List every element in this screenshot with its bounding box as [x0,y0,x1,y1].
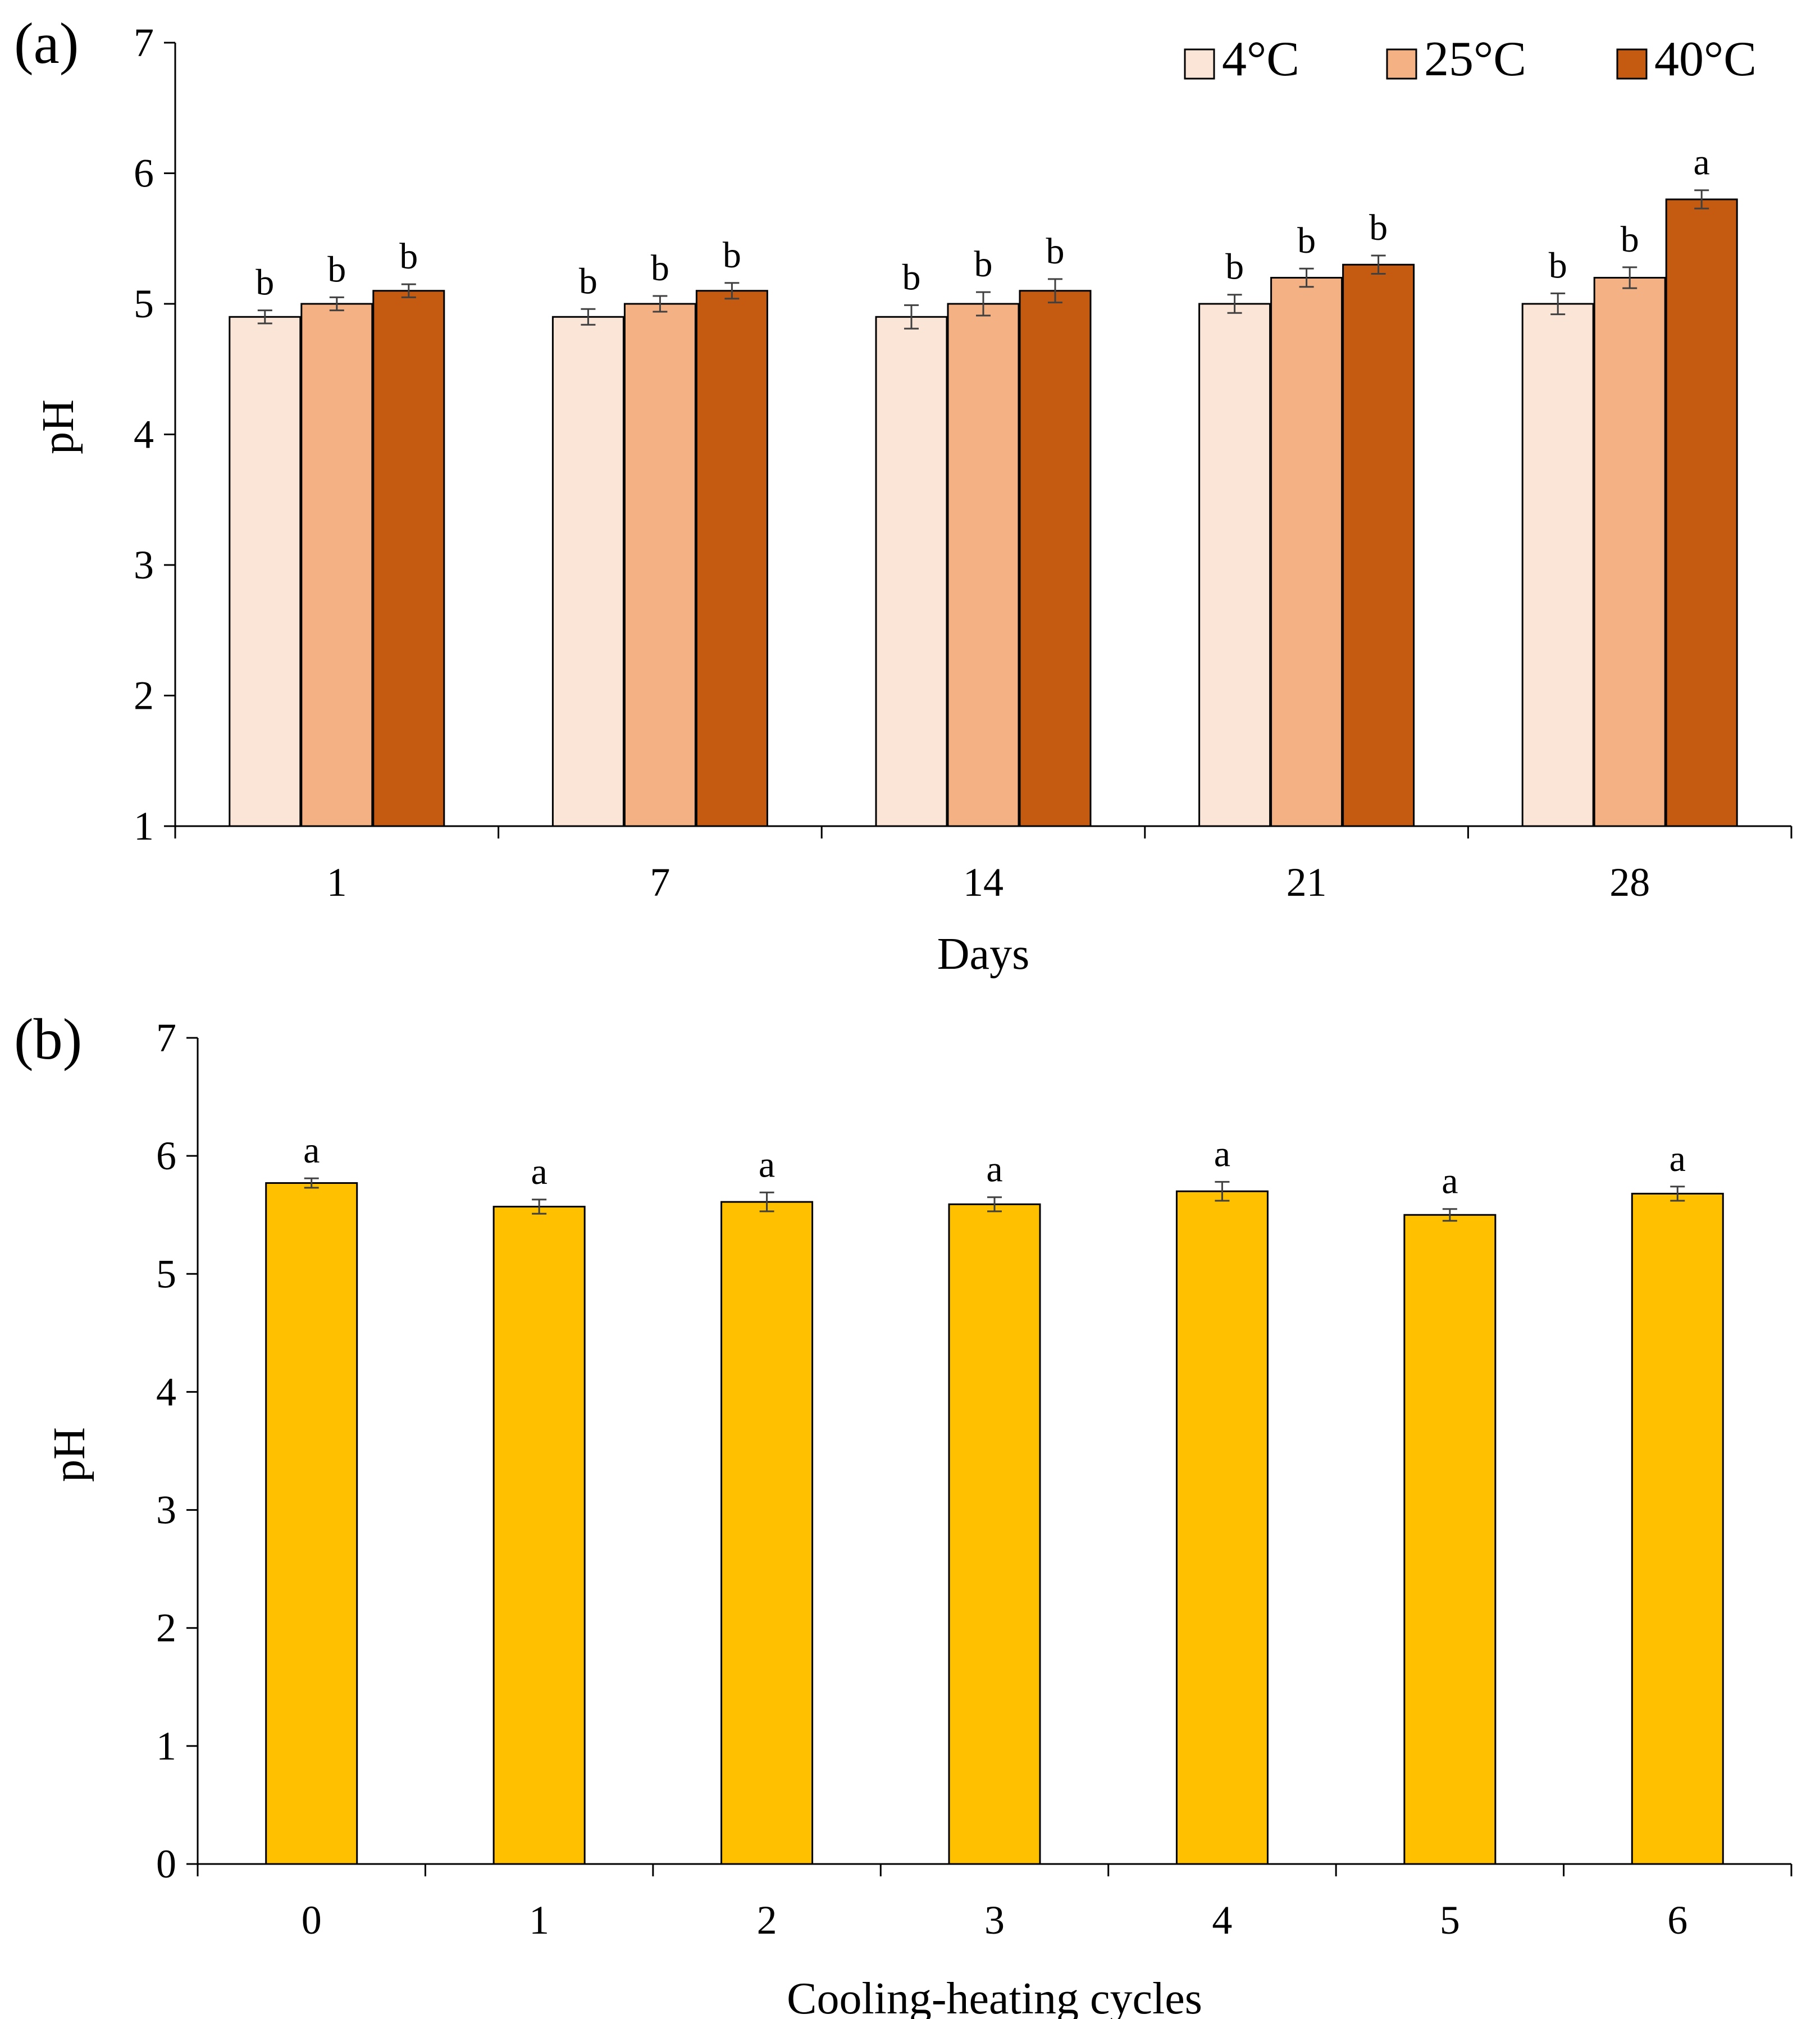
legend-swatch [1184,48,1215,80]
bar-40°C [695,290,768,827]
significance-letter: a [1442,1161,1458,1202]
bar-40°C [1342,263,1415,827]
significance-letter: b [1225,247,1244,288]
significance-letter: b [399,236,418,277]
legend-label: 40°C [1654,32,1757,86]
x-axis-title: Days [937,929,1029,979]
y-tick-label: 0 [156,1842,176,1886]
bar-40°C [372,290,445,827]
bar-pH [948,1203,1041,1865]
y-tick-label: 7 [134,20,154,65]
x-tick-label: 6 [1667,1898,1687,1943]
y-tick-label: 7 [156,1015,176,1060]
x-tick-label: 21 [1287,860,1327,905]
legend-label: 4°C [1222,32,1299,86]
significance-letter: b [1046,231,1065,272]
x-tick-label: 14 [963,860,1003,905]
bar-25°C [300,303,373,827]
panel-b-chart: (b) 0 1 2 3 4 5 6 7 0 1 2 3 4 5 6 a a a a a a a Cooling-heating… [14,1007,1792,2019]
x-tick-label: 4 [1212,1898,1232,1943]
legend: 4°C 25°C 40°C [1184,32,1757,86]
significance-letter: b [327,249,346,290]
significance-letter: b [579,261,597,302]
significance-letter: b [1297,220,1316,261]
legend-swatch [1386,48,1417,80]
bar-pH [1403,1214,1497,1865]
significance-letter: a [986,1149,1002,1190]
significance-letter: b [1549,245,1567,286]
y-axis-title: pH [34,399,83,454]
bar-40°C [1665,198,1738,827]
x-tick-label: 7 [650,860,670,905]
y-tick-label: 1 [156,1724,176,1769]
x-tick-label: 2 [757,1898,777,1943]
y-tick-label: 1 [134,804,154,849]
bar-25°C [1270,277,1343,827]
panel-label: (b) [14,1007,82,1072]
y-axis-title: pH [45,1427,94,1482]
bar-pH [720,1201,814,1865]
significance-letter: a [1214,1133,1230,1174]
y-tick-label: 3 [134,543,154,587]
bar-pH [265,1182,358,1865]
significance-letter: b [1369,207,1388,248]
bar-pH [492,1206,586,1865]
y-tick-label: 5 [134,281,154,326]
bar-4°C [229,316,302,827]
legend-label: 25°C [1424,32,1526,86]
bar-25°C [947,303,1020,827]
bar-pH [1175,1190,1269,1865]
bar-4°C [551,316,624,827]
bar-40°C [1019,290,1092,827]
significance-letter: a [1694,142,1710,183]
y-tick-label: 6 [134,151,154,196]
significance-letter: b [256,262,274,303]
bar-pH [1631,1192,1724,1865]
x-tick-label: 3 [984,1898,1005,1943]
panel-label: (a) [14,11,79,76]
bar-4°C [875,316,948,827]
x-axis-title: Cooling-heating cycles [787,1974,1202,2019]
bar-25°C [623,303,696,827]
y-tick-label: 2 [134,673,154,718]
x-tick-label: 1 [327,860,347,905]
bar-4°C [1198,303,1271,827]
significance-letter: a [1670,1138,1686,1179]
x-tick-label: 5 [1440,1898,1460,1943]
x-tick-label: 0 [302,1898,322,1943]
x-tick-label: 28 [1609,860,1650,905]
bar-25°C [1593,277,1666,827]
y-tick-label: 4 [156,1369,176,1414]
significance-letter: a [759,1144,775,1185]
significance-letter: b [651,248,669,289]
significance-letter: a [303,1130,320,1171]
x-tick-label: 1 [529,1898,549,1943]
significance-letter: b [1621,219,1639,260]
significance-letter: b [974,244,993,285]
legend-swatch [1616,48,1648,80]
significance-letter: a [531,1151,547,1192]
significance-letter: b [723,235,741,276]
bar-4°C [1521,303,1594,827]
y-tick-label: 3 [156,1488,176,1533]
y-tick-label: 5 [156,1251,176,1296]
y-tick-label: 6 [156,1133,176,1178]
significance-letter: b [902,257,921,298]
y-tick-label: 2 [156,1606,176,1651]
panel-a-chart: (a) 1 2 3 4 5 6 7 1 7 14 21 28 b b b b b b b b b b b b b b a Days pH 4… [14,11,1792,979]
y-tick-label: 4 [134,412,154,457]
